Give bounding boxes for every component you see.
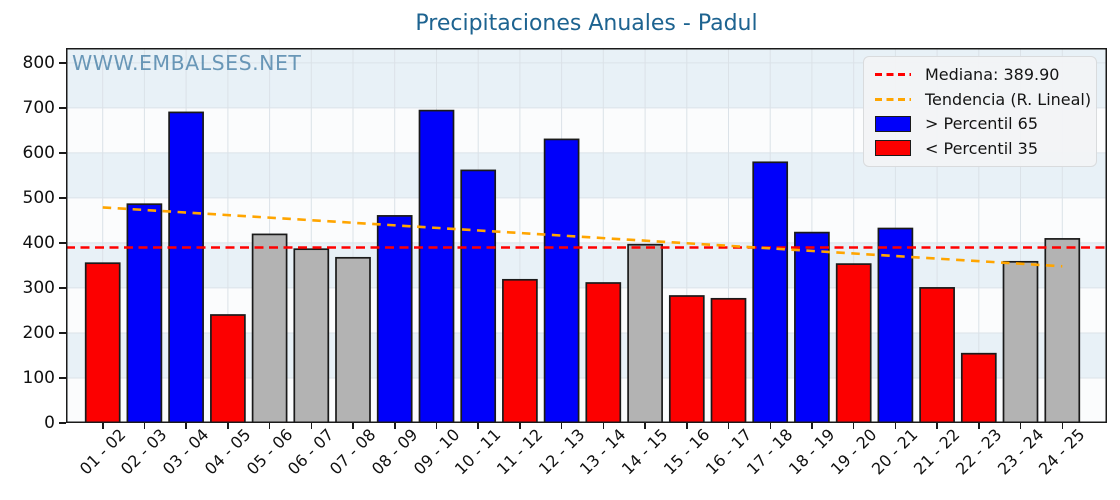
y-tick (59, 242, 66, 244)
y-tick-label: 400 (22, 232, 55, 253)
background-band (66, 242, 1107, 288)
x-tick (978, 423, 980, 429)
x-tick (352, 423, 354, 429)
x-tick (727, 423, 730, 429)
x-tick (1019, 423, 1022, 429)
y-tick-label: 200 (22, 323, 55, 343)
bar-17 - 18 (752, 161, 789, 423)
bar-20 - 21 (877, 227, 914, 423)
legend: Mediana: 389.90 Tendencia (R. Lineal) > Pe… (863, 56, 1097, 167)
x-tick (143, 423, 146, 429)
y-tick (59, 152, 66, 154)
x-tick (936, 423, 938, 429)
bar-09 - 10 (418, 109, 455, 423)
legend-label: < Percentil 35 (925, 138, 1039, 158)
bar-14 - 15 (627, 243, 663, 423)
y-tick (59, 422, 66, 424)
bar-08 - 09 (376, 215, 413, 423)
legend-item-median: Mediana: 389.90 (875, 65, 1086, 84)
y-tick-label: 500 (22, 187, 55, 208)
y-tick-label: 300 (22, 277, 55, 298)
bar-11 - 12 (502, 278, 538, 423)
bar-19 - 20 (835, 263, 872, 423)
x-tick (811, 423, 813, 429)
watermark: WWW.EMBALSES.NET (72, 51, 302, 75)
bar-07 - 08 (335, 256, 371, 423)
bar-06 - 07 (293, 248, 330, 423)
x-tick (102, 423, 104, 429)
x-tick (560, 423, 563, 429)
bar-24 - 25 (1044, 238, 1081, 423)
legend-label: Tendencia (R. Lineal) (925, 89, 1092, 109)
x-tick (268, 423, 271, 429)
legend-label: > Percentil 65 (925, 114, 1039, 134)
x-tick (686, 423, 688, 429)
trend-swatch (875, 97, 911, 101)
bar-12 - 13 (543, 138, 580, 423)
y-tick-label: 100 (22, 368, 55, 388)
y-tick (59, 62, 66, 64)
bar-13 - 14 (585, 282, 622, 423)
y-tick (59, 197, 66, 199)
bar-03 - 04 (168, 111, 204, 423)
x-tick (394, 423, 396, 429)
bar-18 - 19 (794, 231, 830, 423)
trend-line (102, 206, 1063, 268)
y-tick (59, 107, 66, 109)
bar-01 - 02 (84, 262, 121, 423)
x-tick (1061, 423, 1063, 429)
median-swatch (875, 73, 911, 76)
bar-23 - 24 (1002, 260, 1039, 423)
legend-item-p35: < Percentil 35 (875, 139, 1086, 158)
legend-item-trend: Tendencia (R. Lineal) (875, 90, 1091, 109)
p35-swatch (875, 140, 911, 157)
y-tick (59, 287, 66, 289)
y-tick-label: 700 (22, 97, 55, 118)
plot-border (66, 48, 1107, 423)
bar-16 - 17 (710, 297, 747, 423)
x-tick (852, 423, 855, 429)
x-tick (477, 423, 479, 429)
x-tick (310, 423, 313, 429)
bar-04 - 05 (210, 314, 246, 423)
bar-15 - 16 (668, 295, 705, 423)
bar-22 - 23 (960, 352, 997, 423)
bar-05 - 06 (251, 233, 288, 423)
y-tick (59, 377, 66, 379)
x-tick (769, 423, 771, 429)
chart-title: Precipitaciones Anuales - Padul (415, 11, 758, 36)
y-tick-label: 600 (22, 142, 55, 163)
x-tick (227, 423, 229, 429)
legend-label: Mediana: 389.90 (925, 65, 1060, 84)
x-tick (644, 423, 646, 429)
bar-21 - 22 (919, 287, 955, 423)
p65-swatch (875, 115, 911, 132)
bar-10 - 11 (460, 169, 497, 423)
x-tick (602, 423, 605, 429)
legend-item-p65: > Percentil 65 (875, 114, 1086, 133)
y-tick (59, 332, 66, 334)
x-tick (435, 423, 438, 429)
y-tick-label: 0 (44, 413, 55, 433)
y-tick-label: 800 (22, 52, 55, 73)
bar-02 - 03 (126, 203, 163, 423)
x-tick (519, 423, 521, 429)
x-tick (894, 423, 897, 429)
x-tick (185, 423, 187, 429)
